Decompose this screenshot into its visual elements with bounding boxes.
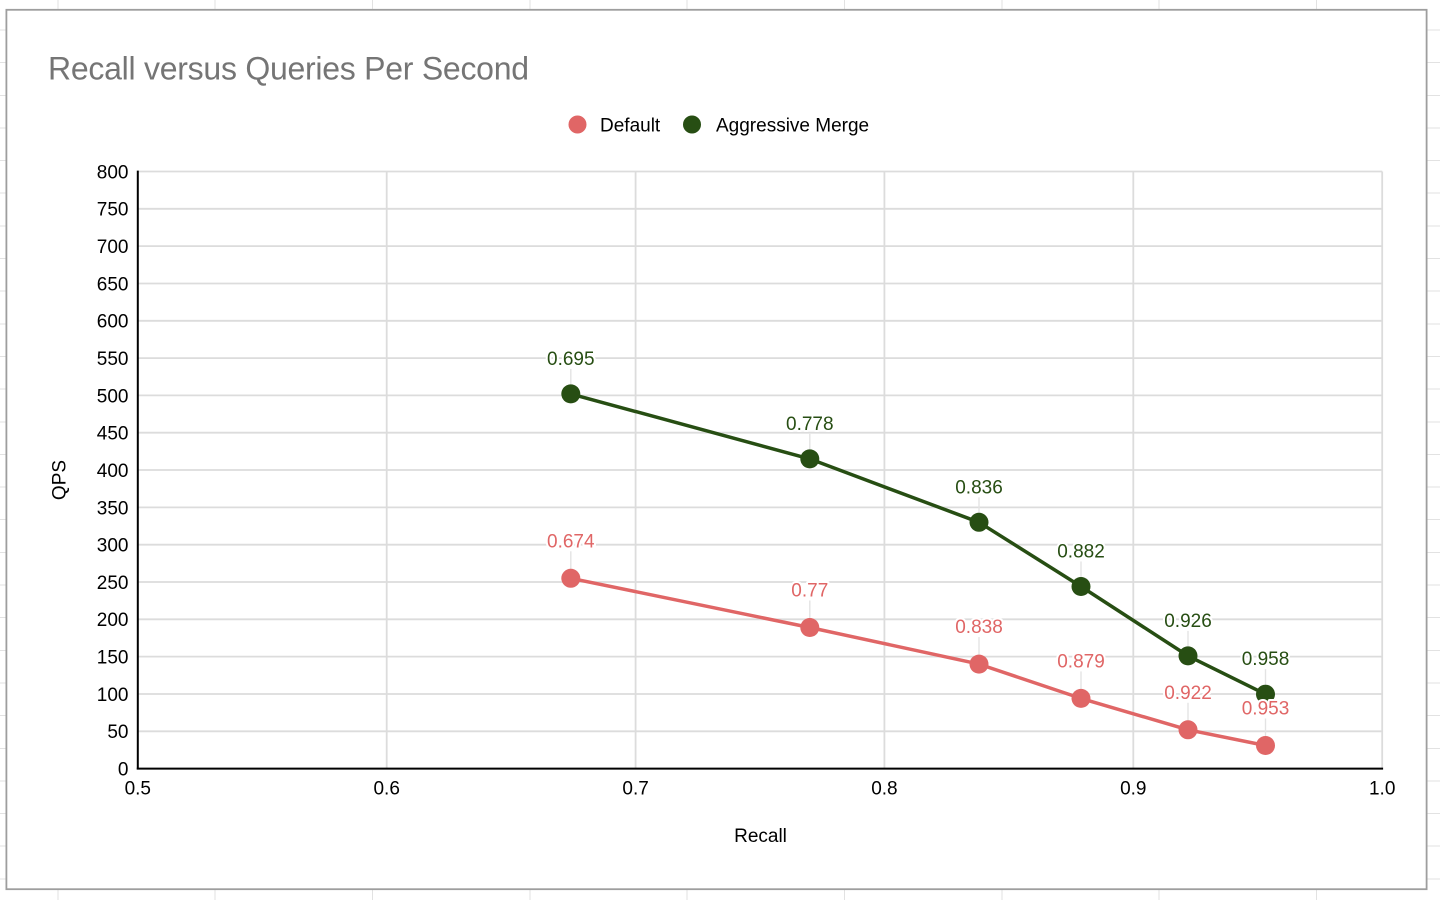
svg-text:0.6: 0.6 bbox=[373, 778, 399, 799]
svg-text:450: 450 bbox=[97, 424, 129, 445]
svg-text:0.836: 0.836 bbox=[955, 477, 1003, 498]
svg-text:50: 50 bbox=[107, 722, 128, 743]
svg-text:350: 350 bbox=[97, 498, 129, 519]
svg-text:800: 800 bbox=[97, 162, 129, 183]
svg-text:600: 600 bbox=[97, 312, 129, 333]
svg-text:1.0: 1.0 bbox=[1369, 778, 1395, 799]
svg-text:750: 750 bbox=[97, 200, 129, 221]
svg-text:0.7: 0.7 bbox=[622, 778, 648, 799]
svg-text:0.695: 0.695 bbox=[547, 349, 595, 370]
svg-text:250: 250 bbox=[97, 573, 129, 594]
svg-text:0.838: 0.838 bbox=[955, 617, 1003, 638]
svg-text:QPS: QPS bbox=[50, 460, 71, 500]
svg-text:200: 200 bbox=[97, 610, 129, 631]
svg-text:0.674: 0.674 bbox=[547, 531, 595, 552]
svg-text:150: 150 bbox=[97, 648, 129, 669]
svg-text:550: 550 bbox=[97, 349, 129, 370]
svg-text:Recall versus Queries Per Seco: Recall versus Queries Per Second bbox=[48, 51, 529, 87]
svg-text:Aggressive Merge: Aggressive Merge bbox=[716, 115, 869, 136]
svg-text:500: 500 bbox=[97, 386, 129, 407]
svg-text:Default: Default bbox=[600, 115, 661, 136]
svg-text:0.8: 0.8 bbox=[871, 778, 897, 799]
svg-text:400: 400 bbox=[97, 461, 129, 482]
svg-text:0.953: 0.953 bbox=[1242, 699, 1290, 720]
svg-text:650: 650 bbox=[97, 274, 129, 295]
svg-text:100: 100 bbox=[97, 685, 129, 706]
svg-text:0.778: 0.778 bbox=[786, 414, 834, 435]
svg-text:0.926: 0.926 bbox=[1164, 611, 1212, 632]
svg-text:0.922: 0.922 bbox=[1164, 683, 1212, 704]
svg-text:300: 300 bbox=[97, 536, 129, 557]
svg-text:0.9: 0.9 bbox=[1120, 778, 1146, 799]
svg-text:0.882: 0.882 bbox=[1057, 542, 1105, 563]
svg-text:0.958: 0.958 bbox=[1242, 649, 1290, 670]
svg-text:700: 700 bbox=[97, 237, 129, 258]
svg-text:0.77: 0.77 bbox=[791, 581, 828, 602]
svg-text:0.5: 0.5 bbox=[125, 778, 151, 799]
svg-text:Recall: Recall bbox=[734, 826, 787, 847]
svg-text:0.879: 0.879 bbox=[1057, 651, 1105, 672]
svg-text:0: 0 bbox=[118, 760, 129, 781]
